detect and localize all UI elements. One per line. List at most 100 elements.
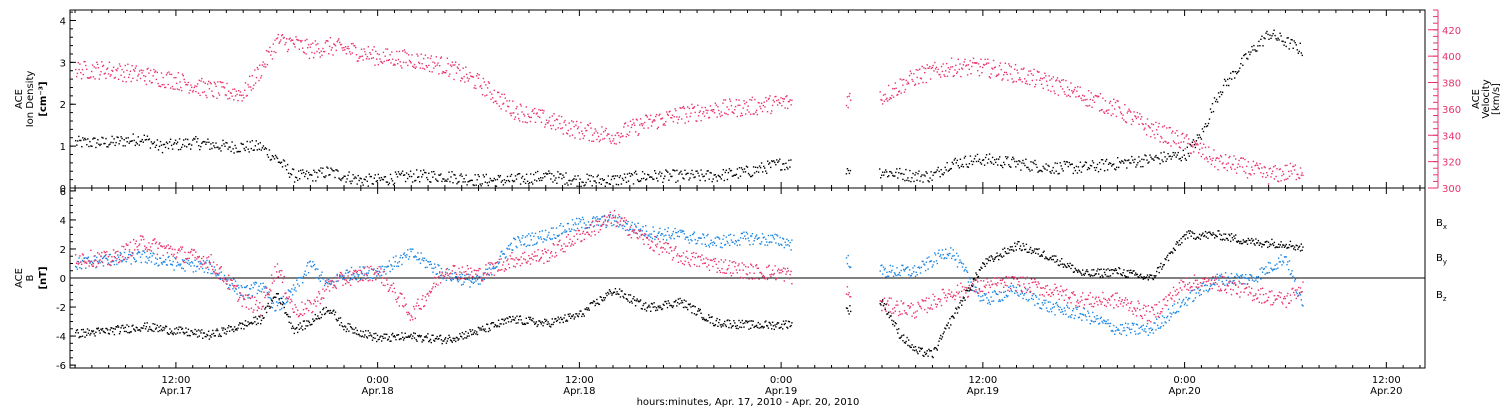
data-point (1118, 329, 1120, 331)
data-point (953, 255, 955, 257)
data-point (1135, 323, 1138, 325)
data-point (318, 278, 320, 280)
data-point (604, 185, 606, 187)
data-point (582, 230, 585, 233)
data-point (493, 267, 495, 269)
data-point (277, 33, 279, 36)
data-point (196, 85, 198, 88)
data-point (1182, 300, 1184, 302)
data-point (476, 274, 479, 277)
data-point (480, 84, 482, 87)
data-point (982, 299, 985, 301)
data-point (252, 149, 254, 151)
data-point (711, 109, 713, 111)
data-point (435, 56, 437, 58)
data-point (1008, 164, 1010, 166)
data-point (1138, 156, 1140, 158)
data-point (1224, 272, 1227, 274)
data-point (1298, 291, 1301, 294)
data-point (1259, 45, 1261, 47)
data-point (1074, 169, 1077, 172)
data-point (1014, 292, 1016, 294)
data-point (624, 221, 627, 223)
data-point (407, 313, 409, 316)
data-point (169, 138, 172, 140)
data-point (608, 133, 610, 135)
data-point (1023, 162, 1025, 165)
data-point (1077, 316, 1080, 319)
data-point (1166, 315, 1169, 317)
data-point (85, 64, 87, 67)
data-point (973, 158, 976, 160)
data-point (1272, 268, 1275, 270)
data-point (1214, 166, 1216, 168)
data-point (107, 67, 109, 69)
data-point (1270, 176, 1272, 178)
data-point (456, 66, 459, 68)
data-point (702, 233, 704, 235)
data-point (333, 284, 335, 286)
data-point (905, 168, 907, 171)
data-point (383, 268, 385, 271)
data-point (583, 222, 585, 224)
data-point (752, 243, 754, 245)
data-point (364, 273, 366, 275)
data-point (178, 138, 181, 140)
data-point (175, 77, 177, 79)
data-point (465, 73, 468, 76)
data-point (408, 313, 411, 315)
data-point (320, 50, 322, 52)
data-point (202, 81, 205, 83)
data-point (407, 258, 410, 260)
data-point (156, 258, 158, 260)
data-point (203, 140, 205, 143)
data-point (138, 251, 141, 254)
data-point (128, 256, 130, 259)
data-point (310, 173, 312, 176)
data-point (151, 143, 154, 145)
data-point (946, 162, 948, 164)
data-point (575, 223, 577, 226)
data-point (281, 307, 283, 310)
data-point (1124, 329, 1126, 332)
data-point (88, 77, 90, 79)
data-point (416, 259, 418, 261)
data-point (1296, 173, 1298, 176)
data-point (77, 263, 79, 265)
data-point (369, 277, 371, 279)
data-point (285, 169, 288, 171)
data-point (460, 276, 462, 278)
data-point (1129, 328, 1131, 331)
data-point (1064, 93, 1066, 95)
data-point (457, 67, 459, 70)
data-point (554, 179, 556, 181)
data-point (904, 88, 907, 91)
data-point (113, 263, 116, 266)
data-point (1038, 298, 1040, 300)
data-point (732, 175, 735, 177)
data-point (398, 305, 401, 307)
data-point (1200, 138, 1203, 140)
data-point (202, 260, 205, 262)
data-point (882, 103, 884, 105)
data-point (1141, 122, 1144, 125)
data-point (613, 138, 615, 140)
data-point (534, 232, 537, 235)
data-point (108, 61, 111, 63)
data-point (961, 68, 964, 70)
data-point (355, 46, 357, 49)
data-point (990, 296, 992, 298)
data-point (1252, 49, 1254, 51)
data-point (212, 142, 214, 144)
data-point (622, 227, 624, 230)
data-point (77, 260, 79, 263)
data-point (913, 180, 915, 183)
data-point (1170, 145, 1172, 147)
data-point (408, 255, 411, 258)
data-point (509, 112, 511, 115)
data-point (1052, 166, 1054, 169)
data-point (667, 114, 669, 116)
data-point (975, 62, 977, 64)
data-point (307, 299, 309, 302)
data-point (1198, 292, 1200, 294)
